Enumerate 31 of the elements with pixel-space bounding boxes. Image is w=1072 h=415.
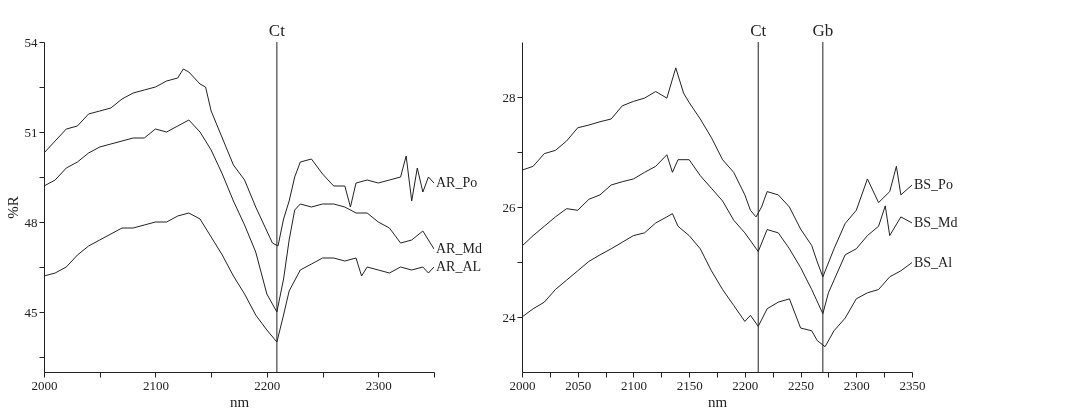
x-tick-label: 2200	[254, 377, 281, 393]
series-label: BS_Po	[914, 177, 953, 192]
x-tick-label: 2050	[565, 377, 592, 393]
y-tick-label: 24	[502, 309, 516, 325]
series-label: BS_Al	[914, 254, 953, 270]
x-axis-title: nm	[707, 393, 728, 410]
x-tick-label: 2250	[788, 377, 815, 393]
x-tick-label: 2100	[142, 377, 169, 393]
series-label: AR_AL	[436, 259, 482, 274]
x-tick-label: 2100	[620, 377, 647, 393]
series-label: AR_Md	[436, 241, 482, 256]
x-tick-label: 2000	[31, 377, 58, 393]
series-label: AR_Po	[436, 175, 478, 190]
ref-line-label: Ct	[268, 21, 286, 40]
y-tick-label: 51	[24, 124, 38, 140]
y-tick-label: 45	[24, 304, 38, 320]
x-tick-label: 2300	[365, 377, 392, 393]
y-tick-label: 54	[24, 34, 38, 50]
y-tick-label: 26	[502, 199, 516, 215]
x-tick-label: 2150	[676, 377, 703, 393]
x-tick-label: 2000	[509, 377, 536, 393]
y-tick-label: 48	[24, 214, 38, 230]
x-tick-label: 2300	[843, 377, 870, 393]
series-label: BS_Md	[914, 214, 958, 230]
x-tick-label: 2350	[899, 377, 926, 393]
x-axis-title: nm	[229, 393, 250, 410]
y-tick-label: 28	[502, 89, 516, 105]
ref-line-label: Ct	[750, 21, 767, 40]
x-tick-label: 2200	[732, 377, 759, 393]
ref-line-label: Gb	[812, 21, 834, 40]
y-axis-title: %R	[4, 196, 21, 219]
